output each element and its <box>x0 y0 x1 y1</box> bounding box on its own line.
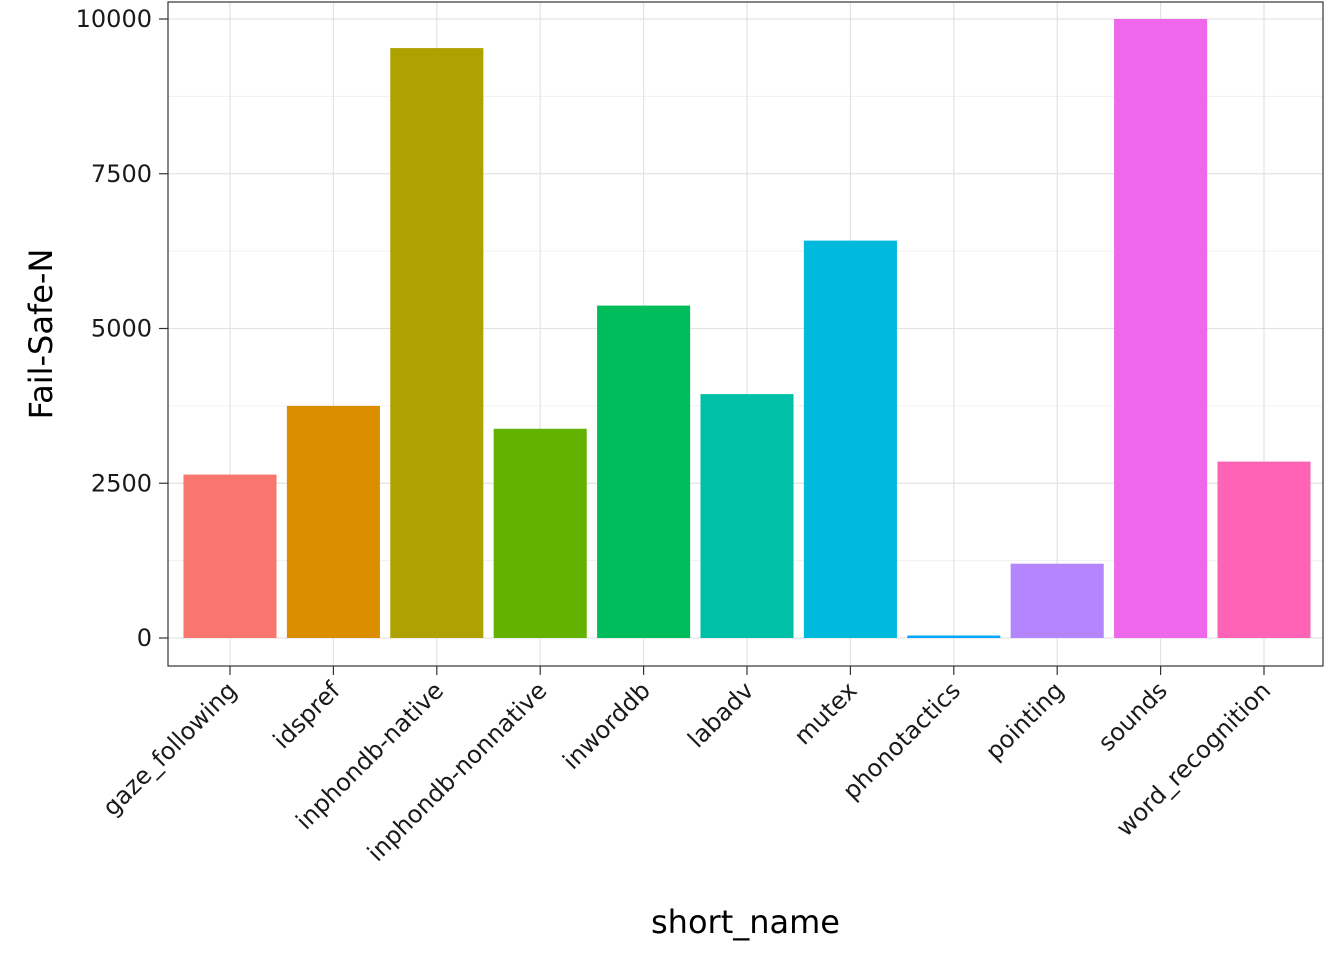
y-axis: 0 2500 5000 7500 10000 <box>76 5 168 652</box>
bar-labadv <box>700 394 794 638</box>
bar-phonotactics <box>907 635 1001 638</box>
bar-inworddb <box>597 305 691 638</box>
plot-panel-border <box>167 1 1324 667</box>
x-tick-label: idspref <box>268 676 346 754</box>
bars <box>183 19 1311 639</box>
y-tick-label: 2500 <box>91 469 152 497</box>
x-tick-label: inworddb <box>557 676 656 775</box>
bar-inphondb-native <box>390 48 484 638</box>
x-tick-label: mutex <box>789 676 863 750</box>
y-tick-label: 10000 <box>76 5 152 33</box>
x-axis-title: short_name <box>651 903 840 941</box>
x-tick-label: gaze_following <box>97 676 242 821</box>
x-tick-label: inphondb-nonnative <box>362 676 553 867</box>
bar-pointing <box>1010 563 1104 638</box>
x-tick-label: sounds <box>1093 676 1173 756</box>
y-tick-label: 5000 <box>91 315 152 343</box>
x-tick-label: pointing <box>980 676 1069 765</box>
bar-idspref <box>286 405 380 638</box>
x-axis: gaze_following idsprefinphondb-nativeinph… <box>97 666 1276 867</box>
bar-inphondb-nonnative <box>493 428 587 638</box>
y-axis-title: Fail-Safe-N <box>22 249 60 420</box>
y-tick-label: 0 <box>137 624 152 652</box>
bar-gaze_following <box>183 474 277 638</box>
x-tick-label: labadv <box>682 676 759 753</box>
bar-word_recognition <box>1217 461 1311 638</box>
bar-sounds <box>1114 19 1208 638</box>
y-tick-label: 7500 <box>91 160 152 188</box>
bar-mutex <box>803 240 897 639</box>
